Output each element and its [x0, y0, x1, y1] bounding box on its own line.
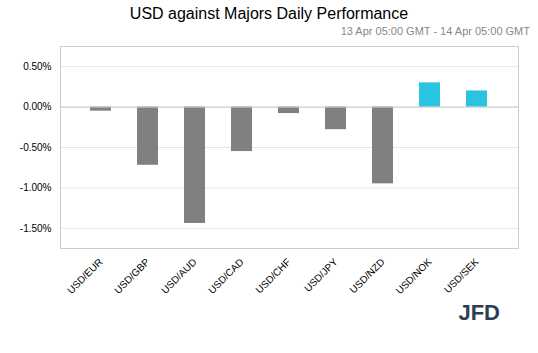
- svg-text:-1.00%: -1.00%: [20, 182, 52, 193]
- svg-text:USD/AUD: USD/AUD: [159, 256, 199, 296]
- svg-text:USD/NOK: USD/NOK: [394, 256, 434, 296]
- svg-text:-1.50%: -1.50%: [20, 223, 52, 234]
- html-text:JFD: JFD: [458, 300, 500, 325]
- svg-text:USD/GBP: USD/GBP: [112, 256, 152, 296]
- html-text:13 Apr 05:00 GMT - 14 Apr 05:0: 13 Apr 05:00 GMT - 14 Apr 05:00 GMT: [340, 25, 530, 37]
- svg-text:USD/JPY: USD/JPY: [302, 256, 340, 294]
- html-text:USD against Majors Daily Perfo: USD against Majors Daily Performance: [129, 5, 409, 22]
- svg-text:USD/SEK: USD/SEK: [442, 256, 481, 295]
- svg-text:USD/CAD: USD/CAD: [206, 256, 246, 296]
- svg-text:USD/NZD: USD/NZD: [347, 256, 386, 295]
- svg-text:USD/CHF: USD/CHF: [253, 256, 292, 295]
- svg-text:0.00%: 0.00%: [23, 101, 51, 112]
- svg-text:0.50%: 0.50%: [23, 61, 51, 72]
- svg-text:-0.50%: -0.50%: [20, 142, 52, 153]
- svg-text:USD/EUR: USD/EUR: [65, 256, 105, 296]
